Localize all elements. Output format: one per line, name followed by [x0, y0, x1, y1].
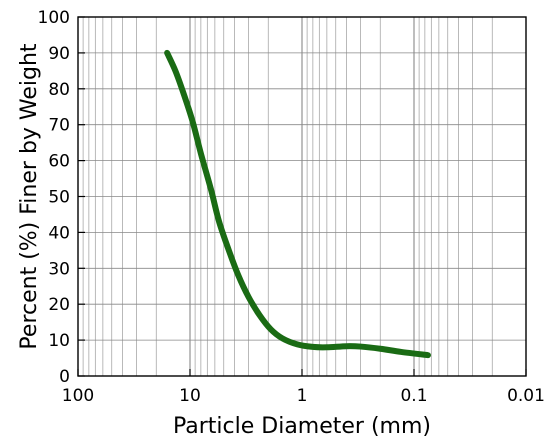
x-tick-label: 0.01: [507, 386, 545, 406]
x-tick-label: 0.1: [400, 386, 427, 406]
y-tick-label: 70: [48, 116, 70, 136]
x-axis-title: Particle Diameter (mm): [173, 414, 431, 439]
label-layer: 100 10 1 0.1 0.01 0 10 20 30 40 50 60 70 80 90 100: [38, 8, 545, 406]
y-tick-label: 30: [48, 259, 70, 279]
y-tick-label: 0: [59, 367, 70, 387]
x-tick-label: 100: [62, 386, 94, 406]
y-tick-label: 20: [48, 295, 70, 315]
y-axis-title: Percent (%) Finer by Weight: [17, 43, 42, 350]
y-tick-label: 80: [48, 80, 70, 100]
y-tick-label: 60: [48, 152, 70, 172]
y-tick-label: 40: [48, 223, 70, 243]
y-tick-label: 100: [38, 8, 70, 28]
gradation-curve: [164, 49, 431, 359]
frame-layer: [77, 16, 527, 377]
x-tick-label: 10: [179, 386, 201, 406]
y-tick-label: 90: [48, 44, 70, 64]
x-tick-label: 1: [297, 386, 308, 406]
y-tick-label: 10: [48, 331, 70, 351]
curve-layer: [164, 49, 431, 359]
y-tick-label: 50: [48, 188, 70, 208]
grid-layer: [77, 16, 527, 377]
